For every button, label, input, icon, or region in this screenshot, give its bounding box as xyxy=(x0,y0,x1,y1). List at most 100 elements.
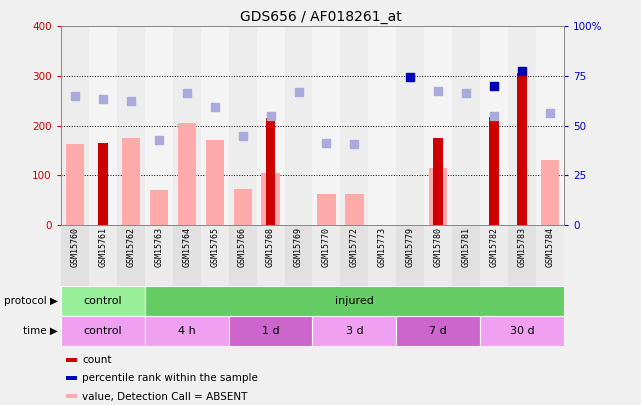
Text: GSM15783: GSM15783 xyxy=(518,226,527,266)
Point xyxy=(405,74,415,80)
Text: 30 d: 30 d xyxy=(510,326,535,336)
Point xyxy=(545,110,555,116)
Bar xyxy=(369,225,396,286)
Text: GSM15781: GSM15781 xyxy=(462,226,470,266)
Bar xyxy=(145,286,564,316)
Point xyxy=(126,98,136,104)
Point xyxy=(210,103,220,110)
Bar xyxy=(433,138,443,225)
Bar xyxy=(508,26,536,225)
Bar xyxy=(206,141,224,225)
Bar xyxy=(122,138,140,225)
Bar xyxy=(317,194,335,225)
Bar xyxy=(480,225,508,286)
Point xyxy=(237,133,247,140)
Point xyxy=(70,93,80,99)
Point xyxy=(433,87,444,94)
Bar xyxy=(508,225,536,286)
Bar xyxy=(229,225,256,286)
Text: GSM15770: GSM15770 xyxy=(322,226,331,266)
Text: GSM15760: GSM15760 xyxy=(71,226,79,266)
Bar xyxy=(149,190,168,225)
Text: GSM15768: GSM15768 xyxy=(266,226,275,266)
Point xyxy=(321,140,331,146)
Text: control: control xyxy=(83,326,122,336)
Bar xyxy=(117,225,145,286)
Bar xyxy=(66,394,77,398)
Bar xyxy=(285,26,313,225)
Bar xyxy=(66,376,77,380)
Text: 4 h: 4 h xyxy=(178,326,196,336)
Bar xyxy=(172,225,201,286)
Bar xyxy=(453,26,480,225)
Bar xyxy=(396,26,424,225)
Text: GSM15763: GSM15763 xyxy=(154,226,163,266)
Bar xyxy=(145,316,229,346)
Bar xyxy=(61,26,89,225)
Text: count: count xyxy=(82,355,112,365)
Text: GSM15772: GSM15772 xyxy=(350,226,359,266)
Bar xyxy=(369,26,396,225)
Point xyxy=(517,68,528,75)
Bar xyxy=(313,225,340,286)
Bar xyxy=(265,118,276,225)
Bar xyxy=(396,225,424,286)
Text: GSM15765: GSM15765 xyxy=(210,226,219,266)
Text: 3 d: 3 d xyxy=(345,326,363,336)
Text: time ▶: time ▶ xyxy=(23,326,58,336)
Bar xyxy=(313,316,396,346)
Bar xyxy=(517,73,527,225)
Text: GDS656 / AF018261_at: GDS656 / AF018261_at xyxy=(240,10,401,24)
Point xyxy=(489,112,499,119)
Bar xyxy=(480,26,508,225)
Bar xyxy=(66,358,77,362)
Bar xyxy=(98,143,108,225)
Bar xyxy=(61,225,89,286)
Text: GSM15766: GSM15766 xyxy=(238,226,247,266)
Point xyxy=(294,89,304,95)
Bar xyxy=(145,26,172,225)
Bar xyxy=(424,26,453,225)
Point xyxy=(97,96,108,102)
Text: GSM15762: GSM15762 xyxy=(126,226,135,266)
Bar xyxy=(145,225,172,286)
Bar xyxy=(61,286,145,316)
Bar xyxy=(89,26,117,225)
Bar xyxy=(61,316,145,346)
Bar xyxy=(285,225,313,286)
Bar xyxy=(256,26,285,225)
Text: percentile rank within the sample: percentile rank within the sample xyxy=(82,373,258,383)
Text: GSM15779: GSM15779 xyxy=(406,226,415,266)
Text: GSM15782: GSM15782 xyxy=(490,226,499,266)
Bar xyxy=(229,26,256,225)
Text: 7 d: 7 d xyxy=(429,326,447,336)
Text: value, Detection Call = ABSENT: value, Detection Call = ABSENT xyxy=(82,392,247,401)
Bar xyxy=(536,26,564,225)
Bar xyxy=(89,225,117,286)
Bar xyxy=(396,316,480,346)
Bar xyxy=(345,194,363,225)
Bar xyxy=(117,26,145,225)
Bar xyxy=(424,225,453,286)
Text: GSM15780: GSM15780 xyxy=(434,226,443,266)
Point xyxy=(181,90,192,96)
Bar xyxy=(480,316,564,346)
Bar xyxy=(201,225,229,286)
Bar xyxy=(201,26,229,225)
Text: control: control xyxy=(83,296,122,306)
Bar xyxy=(262,173,279,225)
Bar xyxy=(541,160,559,225)
Point xyxy=(461,90,471,96)
Bar xyxy=(178,123,196,225)
Bar xyxy=(536,225,564,286)
Point xyxy=(349,141,360,148)
Bar xyxy=(256,225,285,286)
Point xyxy=(265,112,276,119)
Bar xyxy=(340,225,369,286)
Text: GSM15764: GSM15764 xyxy=(182,226,191,266)
Text: GSM15761: GSM15761 xyxy=(98,226,107,266)
Bar xyxy=(313,26,340,225)
Bar xyxy=(233,189,252,225)
Bar xyxy=(172,26,201,225)
Bar xyxy=(429,168,447,225)
